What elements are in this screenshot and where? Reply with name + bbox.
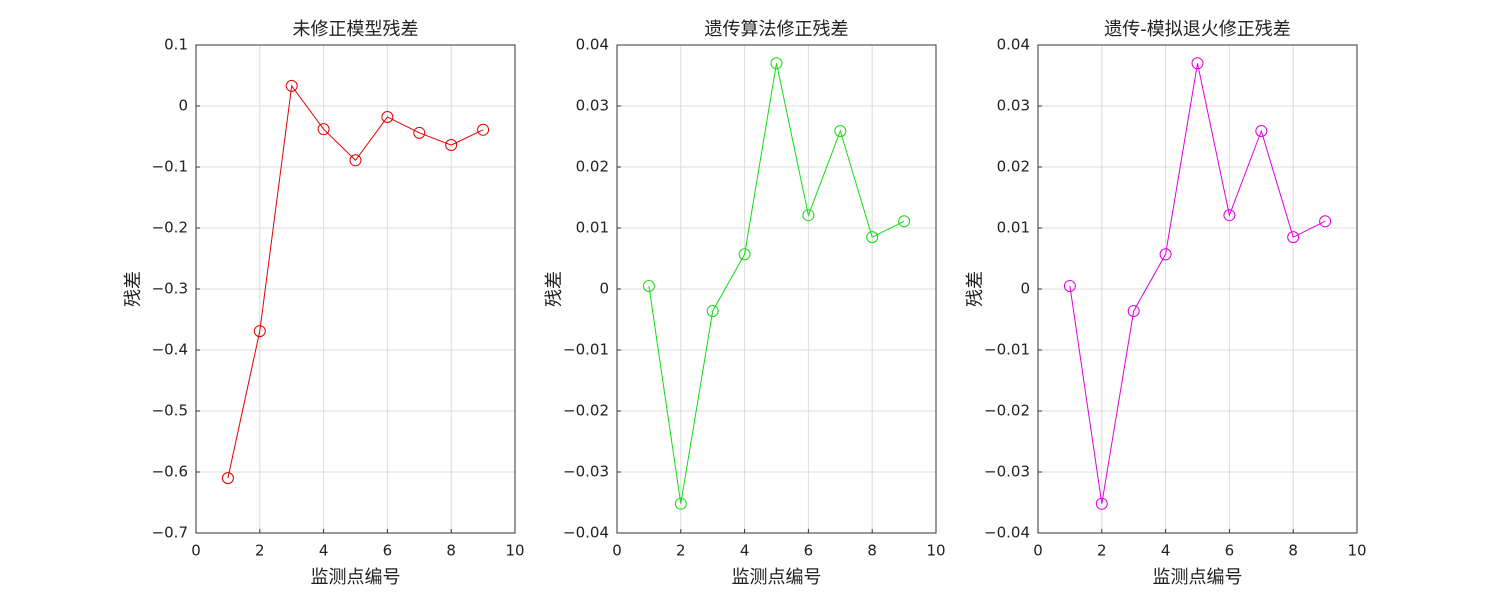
- y-tick-label: −0.4: [152, 341, 188, 359]
- y-tick-label: −0.02: [563, 402, 609, 420]
- data-line: [1069, 63, 1326, 504]
- data-point: [317, 123, 330, 136]
- y-tick-label: 0.02: [997, 158, 1030, 176]
- data-point: [1223, 209, 1236, 222]
- data-point: [1287, 231, 1300, 244]
- axes-box: [616, 44, 937, 534]
- chart-title: 未修正模型残差: [293, 19, 419, 40]
- data-point: [706, 304, 719, 317]
- data-point: [445, 139, 458, 152]
- data-point: [1159, 248, 1172, 261]
- y-axis-label: 残差: [965, 271, 986, 307]
- x-tick-label: 6: [383, 542, 393, 560]
- data-point: [898, 215, 911, 228]
- data-line: [648, 63, 905, 504]
- y-tick-label: 0.02: [576, 158, 609, 176]
- y-tick-label: −0.03: [563, 463, 609, 481]
- x-tick-label: 6: [1225, 542, 1235, 560]
- x-axis-label: 监测点编号: [1153, 567, 1243, 588]
- data-point: [1319, 215, 1332, 228]
- data-point: [285, 79, 298, 92]
- data-point: [1255, 125, 1268, 138]
- data-point: [834, 125, 847, 138]
- y-tick-label: 0.04: [576, 36, 609, 54]
- data-point: [802, 209, 815, 222]
- x-tick-label: 2: [676, 542, 686, 560]
- data-point: [1095, 497, 1108, 510]
- y-axis-label: 残差: [544, 271, 565, 307]
- data-point: [349, 154, 362, 167]
- y-tick-label: −0.3: [152, 280, 188, 298]
- x-axis-label: 监测点编号: [311, 567, 401, 588]
- data-point: [1127, 304, 1140, 317]
- data-point: [221, 472, 234, 485]
- x-tick-label: 8: [1288, 542, 1298, 560]
- y-tick-label: −0.5: [152, 402, 188, 420]
- x-tick-label: 6: [804, 542, 814, 560]
- data-point: [770, 57, 783, 70]
- y-tick-label: 0.1: [164, 36, 188, 54]
- y-tick-label: −0.04: [984, 524, 1030, 542]
- data-point: [674, 497, 687, 510]
- y-tick-label: −0.01: [563, 341, 609, 359]
- y-tick-label: 0: [1020, 280, 1030, 298]
- y-tick-label: 0.01: [576, 219, 609, 237]
- y-axis-label: 残差: [123, 271, 144, 307]
- axes-box: [1037, 44, 1358, 534]
- x-tick-label: 10: [926, 542, 945, 560]
- y-tick-label: 0: [178, 97, 188, 115]
- y-tick-label: −0.01: [984, 341, 1030, 359]
- x-tick-label: 4: [319, 542, 329, 560]
- x-tick-label: 8: [446, 542, 456, 560]
- y-tick-label: −0.1: [152, 158, 188, 176]
- x-tick-label: 2: [1097, 542, 1107, 560]
- y-tick-label: 0.01: [997, 219, 1030, 237]
- data-point: [1063, 279, 1076, 292]
- y-tick-label: −0.2: [152, 219, 188, 237]
- axes-box: [195, 44, 516, 534]
- x-tick-label: 4: [740, 542, 750, 560]
- x-tick-label: 0: [1033, 542, 1043, 560]
- y-tick-label: −0.04: [563, 524, 609, 542]
- data-point: [381, 110, 394, 123]
- y-tick-label: −0.02: [984, 402, 1030, 420]
- y-tick-label: 0.03: [997, 97, 1030, 115]
- x-tick-label: 0: [191, 542, 201, 560]
- data-point: [738, 248, 751, 261]
- x-tick-label: 0: [612, 542, 622, 560]
- data-point: [477, 123, 490, 136]
- data-point: [866, 231, 879, 244]
- y-tick-label: −0.03: [984, 463, 1030, 481]
- data-point: [413, 126, 426, 139]
- y-tick-label: −0.6: [152, 463, 188, 481]
- x-tick-label: 4: [1161, 542, 1171, 560]
- data-point: [253, 325, 266, 338]
- data-line: [227, 84, 484, 479]
- y-tick-label: 0.04: [997, 36, 1030, 54]
- data-point: [1191, 57, 1204, 70]
- x-axis-label: 监测点编号: [732, 567, 822, 588]
- x-tick-label: 10: [1347, 542, 1366, 560]
- data-point: [642, 279, 655, 292]
- y-tick-label: −0.7: [152, 524, 188, 542]
- x-tick-label: 2: [255, 542, 265, 560]
- x-tick-label: 10: [505, 542, 524, 560]
- chart-title: 遗传算法修正残差: [705, 19, 849, 40]
- chart-title: 遗传-模拟退火修正残差: [1104, 19, 1291, 40]
- x-tick-label: 8: [867, 542, 877, 560]
- y-tick-label: 0: [599, 280, 609, 298]
- y-tick-label: 0.03: [576, 97, 609, 115]
